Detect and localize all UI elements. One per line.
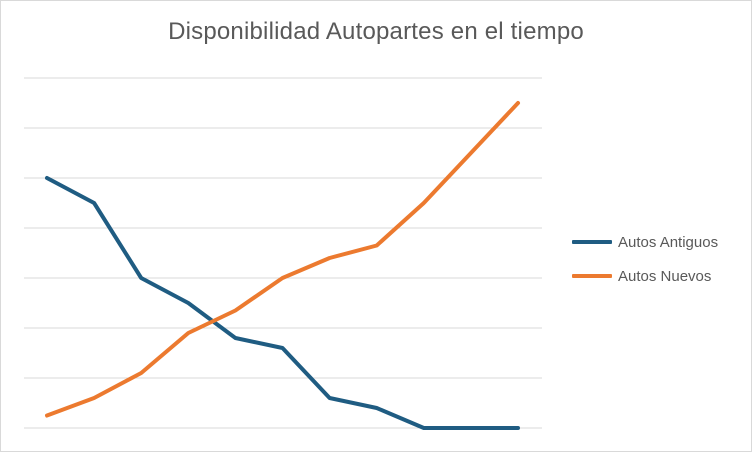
series-lines	[45, 101, 520, 430]
legend-label-autos-antiguos: Autos Antiguos	[618, 233, 719, 251]
legend: Autos Antiguos Autos Nuevos	[572, 225, 718, 293]
legend-swatch-autos-antiguos	[572, 240, 612, 244]
legend-item-autos-antiguos: Autos Antiguos	[572, 225, 718, 259]
gridlines	[24, 77, 542, 429]
series-line-autos-antiguos	[45, 176, 520, 430]
legend-swatch-autos-nuevos	[572, 274, 612, 278]
legend-label-autos-nuevos: Autos Nuevos	[618, 267, 712, 285]
legend-item-autos-nuevos: Autos Nuevos	[572, 259, 718, 293]
chart-title: Disponibilidad Autopartes en el tiempo	[168, 18, 584, 45]
series-line-autos-nuevos	[45, 101, 520, 418]
